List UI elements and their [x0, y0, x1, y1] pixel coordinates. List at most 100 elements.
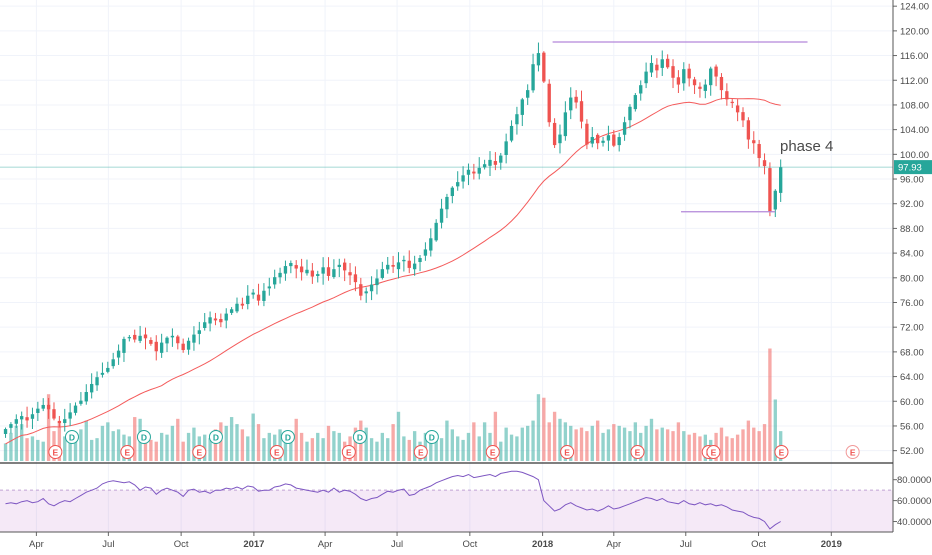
volume-bar [95, 438, 99, 461]
candle-body [407, 260, 411, 268]
candle-body [649, 62, 654, 73]
candle-body [665, 58, 670, 68]
candle-body [402, 259, 406, 262]
volume-bar [456, 436, 460, 461]
candle-body [133, 334, 137, 340]
volume-bar [25, 438, 29, 461]
candle-body [219, 319, 223, 323]
earnings-marker-circle [341, 445, 356, 459]
phase-annotation[interactable]: phase 4 [780, 138, 833, 155]
earnings-marker-letter: E [125, 447, 131, 457]
volume-bar [154, 441, 158, 461]
volume-bar [692, 432, 697, 461]
candle-body [89, 383, 94, 393]
volume-bar [536, 394, 541, 461]
volume-bar [585, 431, 589, 461]
volume-bar [63, 436, 67, 461]
time-tick-label: Oct [462, 539, 477, 550]
candle-body [342, 262, 347, 271]
candle-body [628, 106, 632, 121]
volume-bar [176, 418, 180, 461]
candle-body [472, 171, 476, 174]
candle-body [52, 409, 56, 419]
volume-bar [192, 427, 196, 461]
candle-body [197, 330, 201, 334]
volume-bar [364, 427, 368, 461]
volume-bar [429, 436, 433, 461]
dividend-marker-circle [64, 430, 79, 444]
volume-bar [768, 348, 772, 461]
candle-body [579, 101, 584, 122]
volume-bar [509, 434, 514, 461]
moving-average [5, 97, 781, 445]
volume-bar [133, 417, 137, 461]
volume-bar [482, 422, 487, 461]
candle-body [466, 169, 471, 175]
candle-body [396, 262, 401, 270]
candle-body [316, 274, 320, 276]
volume-bar [477, 436, 481, 461]
candle-body [310, 270, 315, 277]
price-tick-label: 52.00 [900, 446, 924, 457]
candle-body [127, 337, 132, 339]
candle-body [671, 66, 675, 78]
candle-body [520, 99, 524, 115]
candle-body [100, 372, 105, 375]
earnings-marker-circle [774, 445, 789, 459]
rsi-pane [0, 470, 893, 533]
candle-body [68, 412, 72, 419]
volume-bar [229, 417, 234, 461]
candle-body [30, 414, 35, 419]
time-tick-label: Oct [751, 539, 766, 550]
price-tick-label: 100.00 [900, 150, 929, 161]
volume-bar [170, 425, 175, 461]
horizontal-lines[interactable]: 97.93 [0, 41, 932, 213]
ma-line [5, 97, 781, 445]
volume-bar [644, 425, 648, 461]
earnings-marker-letter: E [196, 447, 202, 457]
candle-body [633, 95, 638, 110]
candle-body [585, 123, 589, 145]
volume-bar [633, 422, 638, 461]
volume-bar [569, 425, 573, 461]
volume-bar [159, 432, 164, 461]
volume-bar [660, 427, 664, 461]
dividend-marker-letter: D [357, 432, 363, 442]
time-tick-label: Apr [606, 539, 621, 550]
candle-body [84, 392, 88, 402]
price-tick-label: 124.00 [900, 2, 929, 13]
volume-bar [606, 429, 611, 461]
candle-body [73, 405, 78, 413]
candle-body [122, 338, 126, 353]
candle-body [213, 318, 218, 321]
volume-bar [332, 431, 336, 461]
earnings-marker-letter: E [635, 447, 641, 457]
volume-bar [57, 424, 62, 461]
earnings-marker: E [192, 445, 207, 459]
volume-bar [730, 438, 734, 461]
price-tick-label: 84.00 [900, 249, 924, 260]
candle-body [321, 267, 325, 274]
candle-body [477, 167, 481, 174]
candle-body [412, 263, 417, 270]
price-tick-label: 72.00 [900, 323, 924, 334]
candle-body [526, 90, 530, 98]
event-markers[interactable]: DDDDDDEEEEEEEEEEEEE [48, 430, 860, 459]
volume-bar [757, 431, 761, 461]
volume-bar [278, 429, 282, 461]
volume-bar [595, 420, 600, 461]
candle-body [714, 66, 718, 77]
price-tick-label: 104.00 [900, 125, 929, 136]
volume-bar [143, 438, 148, 461]
price-tick-label: 92.00 [900, 199, 924, 210]
candle-body [95, 377, 99, 386]
candle-body [762, 160, 767, 167]
candle-body [606, 135, 611, 141]
price-tick-label: 80.00 [900, 273, 924, 284]
volume-bar [746, 420, 751, 461]
candle-body [719, 76, 724, 91]
candle-body [423, 249, 428, 256]
candle-body [262, 290, 266, 301]
